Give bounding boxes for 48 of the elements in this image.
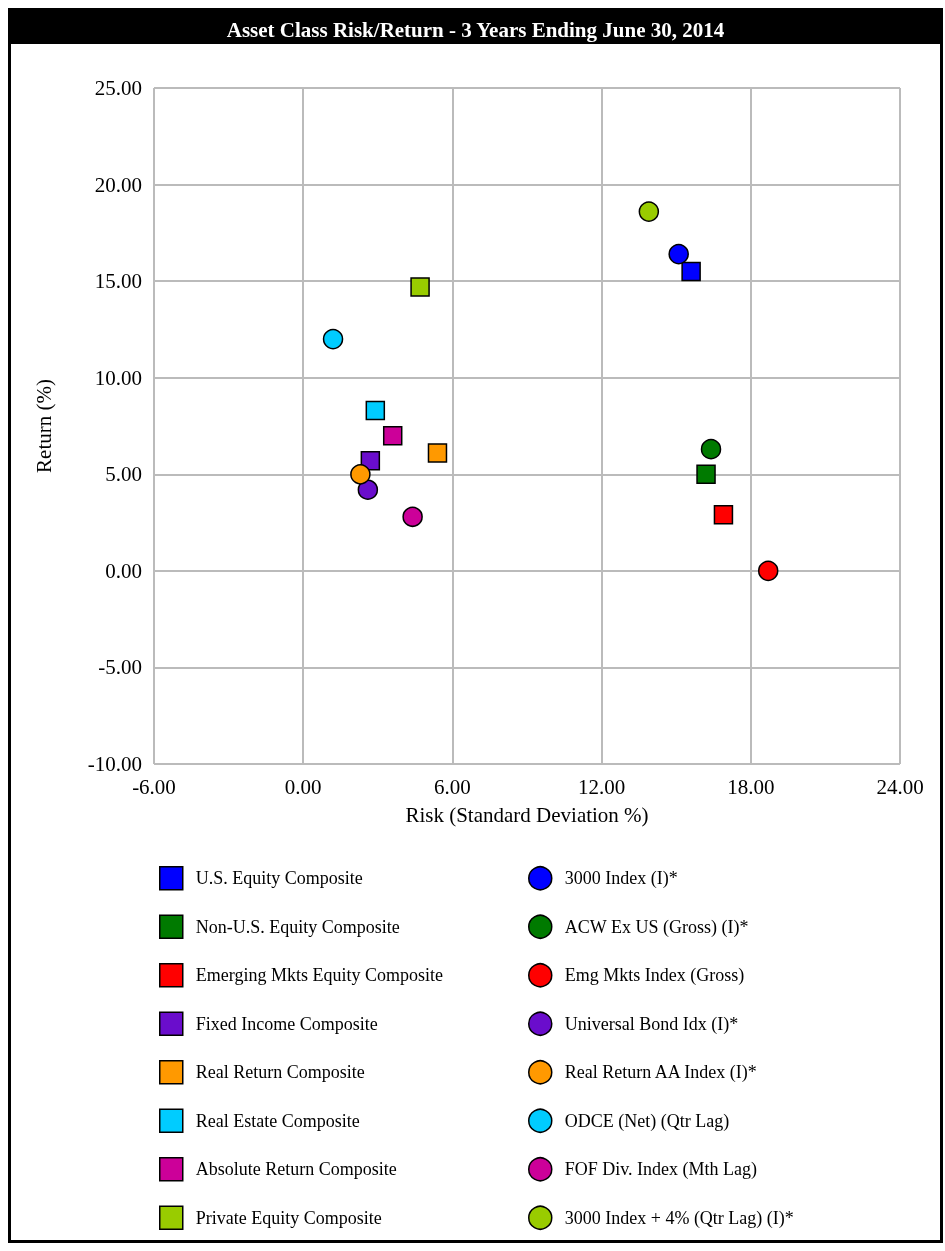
y-tick-label: 0.00 xyxy=(105,558,142,583)
legend-label: Real Return AA Index (I)* xyxy=(564,1062,757,1084)
legend-label: Real Return Composite xyxy=(195,1062,365,1083)
legend-label: 3000 Index + 4% (Qtr Lag) (I)* xyxy=(564,1207,794,1229)
legend-label: Real Estate Composite xyxy=(195,1110,360,1131)
y-tick-label: -10.00 xyxy=(87,752,142,776)
x-tick-label: 12.00 xyxy=(577,774,626,799)
point xyxy=(681,261,701,282)
x-tick-label: 24.00 xyxy=(876,774,924,799)
legend-label: Universal Bond Idx (I)* xyxy=(564,1013,739,1035)
x-axis-title: Risk (Standard Deviation %) xyxy=(405,802,649,827)
x-tick-label: -6.00 xyxy=(132,774,176,799)
chart-title: Asset Class Risk/Return - 3 Years Ending June 30, 2014 xyxy=(226,17,725,42)
legend-label: ODCE (Net) (Qtr Lag) xyxy=(564,1110,730,1132)
legend-label: Emerging Mkts Equity Composite xyxy=(195,965,443,986)
legend-label: Fixed Income Composite xyxy=(195,1013,378,1034)
y-tick-label: -5.00 xyxy=(98,655,142,680)
legend-label: FOF Div. Index (Mth Lag) xyxy=(564,1159,758,1181)
point xyxy=(350,464,371,485)
point xyxy=(402,506,423,528)
y-tick-label: 10.00 xyxy=(94,365,142,390)
point xyxy=(757,560,779,582)
y-axis-title: Return (%) xyxy=(31,379,56,473)
x-tick-label: 18.00 xyxy=(727,774,775,799)
legend-label: 3000 Index (I)* xyxy=(564,868,678,890)
point xyxy=(357,479,379,500)
legend-label: Non-U.S. Equity Composite xyxy=(195,916,400,937)
point xyxy=(322,328,344,350)
point xyxy=(365,400,386,421)
x-tick-label: 6.00 xyxy=(434,774,471,799)
point xyxy=(668,243,689,265)
point xyxy=(713,505,734,525)
point xyxy=(638,201,660,222)
point xyxy=(427,443,448,463)
legend-label: Private Equity Composite xyxy=(195,1207,382,1228)
y-tick-label: 20.00 xyxy=(94,172,142,197)
x-tick-label: 0.00 xyxy=(284,774,322,799)
y-tick-label: 25.00 xyxy=(94,76,142,100)
legend-label: U.S. Equity Composite xyxy=(195,868,363,889)
point xyxy=(700,438,722,460)
point xyxy=(382,425,403,446)
point xyxy=(410,277,430,297)
y-tick-label: 15.00 xyxy=(94,269,142,294)
legend-label: Absolute Return Composite xyxy=(195,1159,397,1180)
legend-label: Emg Mkts Index (Gross) xyxy=(564,965,745,987)
point xyxy=(696,464,716,485)
legend-label: ACW Ex US (Gross) (I)* xyxy=(564,916,749,938)
y-tick-label: 5.00 xyxy=(105,462,142,487)
